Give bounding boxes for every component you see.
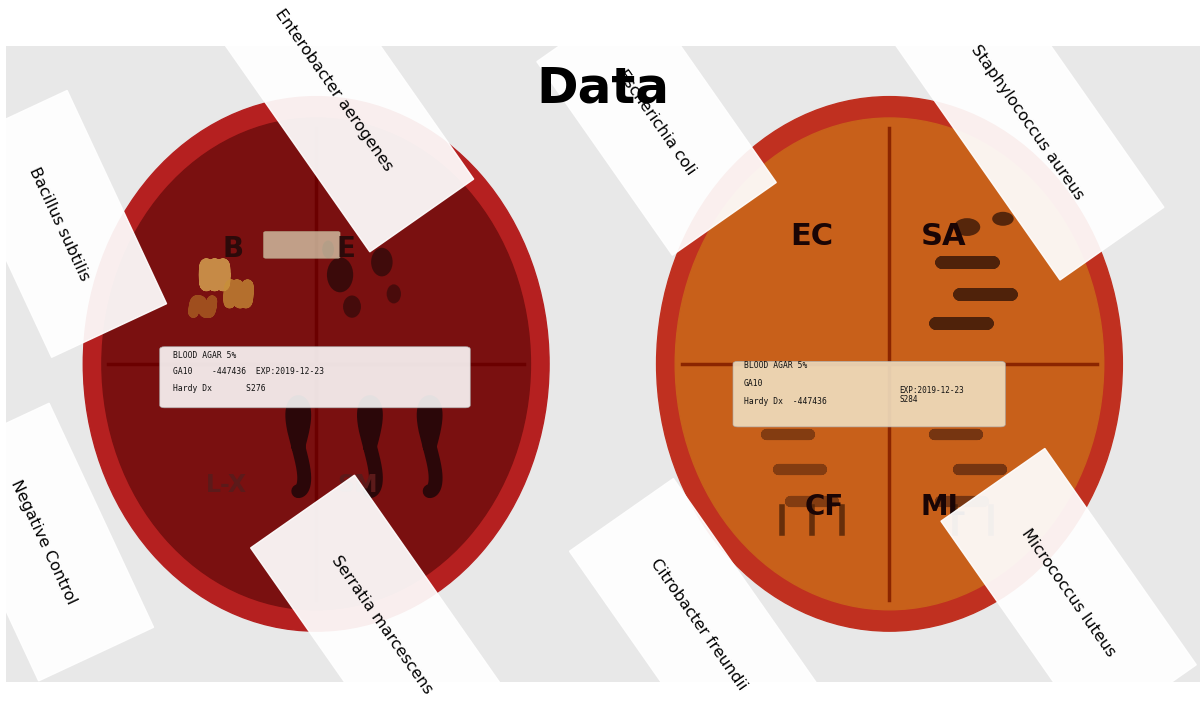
Text: Hardy Dx  -447436: Hardy Dx -447436 <box>744 397 827 406</box>
Ellipse shape <box>343 295 361 318</box>
Text: Escherichia coli: Escherichia coli <box>614 67 698 178</box>
Text: CF: CF <box>804 493 844 521</box>
Text: GA10    -447436  EXP:2019-12-23: GA10 -447436 EXP:2019-12-23 <box>173 367 324 376</box>
Text: BLOOD AGAR 5%: BLOOD AGAR 5% <box>173 350 236 360</box>
Ellipse shape <box>656 97 1122 631</box>
Ellipse shape <box>386 284 401 303</box>
Text: L-X: L-X <box>206 473 247 497</box>
Text: EC: EC <box>791 222 833 251</box>
Ellipse shape <box>102 118 530 610</box>
Text: Data: Data <box>536 65 670 113</box>
Ellipse shape <box>326 257 353 293</box>
FancyBboxPatch shape <box>264 231 340 258</box>
Text: Citrobacter freundii: Citrobacter freundii <box>647 556 749 693</box>
Ellipse shape <box>676 118 1104 610</box>
Text: Negative Control: Negative Control <box>8 477 79 606</box>
Text: B: B <box>222 235 244 264</box>
Text: BLOOD AGAR 5%: BLOOD AGAR 5% <box>744 362 808 370</box>
Text: ML: ML <box>920 493 966 521</box>
Text: E: E <box>336 235 355 264</box>
Text: Staphylococcus aureus: Staphylococcus aureus <box>967 42 1086 202</box>
Ellipse shape <box>371 247 392 276</box>
Text: SM: SM <box>337 473 378 497</box>
FancyBboxPatch shape <box>733 362 1006 427</box>
Ellipse shape <box>954 218 980 236</box>
Text: GA10: GA10 <box>744 379 763 388</box>
Text: Micrococcus luteus: Micrococcus luteus <box>1019 527 1118 660</box>
Text: Enterobacter aerogenes: Enterobacter aerogenes <box>272 6 396 174</box>
Ellipse shape <box>322 240 334 258</box>
Text: S284: S284 <box>899 395 918 404</box>
Text: Serratia marcescens: Serratia marcescens <box>329 553 436 697</box>
Text: EXP:2019-12-23: EXP:2019-12-23 <box>899 386 964 395</box>
Ellipse shape <box>83 97 550 631</box>
Text: Hardy Dx       S276: Hardy Dx S276 <box>173 384 265 393</box>
FancyBboxPatch shape <box>160 347 470 407</box>
Ellipse shape <box>992 212 1014 226</box>
Text: SA: SA <box>920 222 966 251</box>
Text: Bacillus subtilis: Bacillus subtilis <box>26 165 92 283</box>
